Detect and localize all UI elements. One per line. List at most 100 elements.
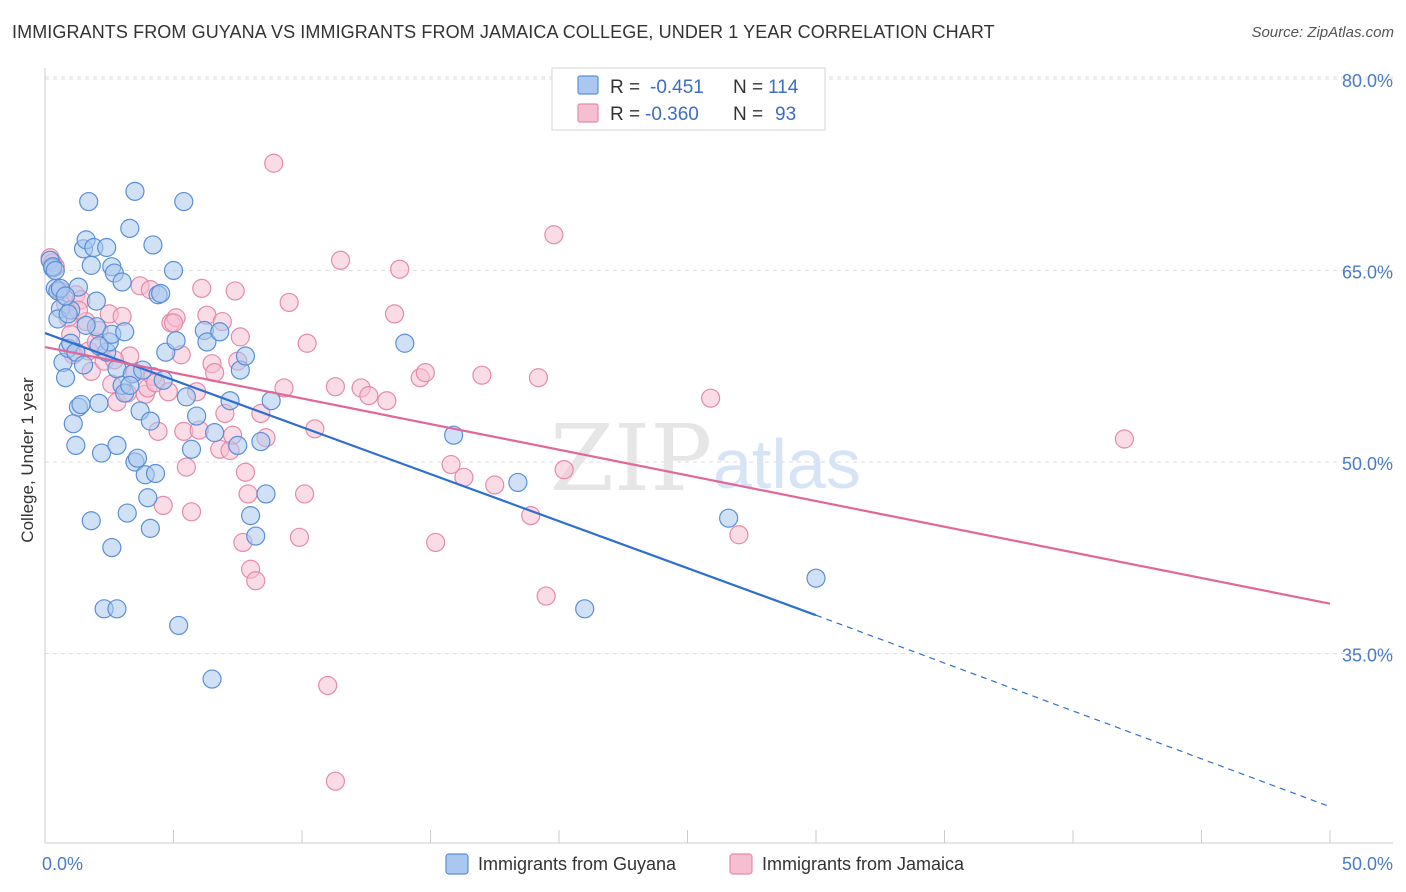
jamaica-point-47 xyxy=(225,281,245,301)
guyana-point-35 xyxy=(107,599,127,619)
y-tick-labels: 35.0% 50.0% 65.0% 80.0% xyxy=(1342,71,1393,666)
jamaica-point-64 xyxy=(318,675,338,696)
legend-n-value-jamaica: 93 xyxy=(775,104,796,125)
jamaica-point-82 xyxy=(544,225,564,245)
guyana-point-52 xyxy=(140,411,160,431)
guyana-point-37 xyxy=(112,272,132,292)
jamaica-point-83 xyxy=(554,460,574,480)
watermark-atlas: atlas xyxy=(713,425,861,503)
guyana-point-23 xyxy=(89,393,109,413)
bottom-legend-swatch-jamaica xyxy=(729,853,753,875)
jamaica-point-86 xyxy=(1114,429,1135,449)
guyana-point-29 xyxy=(97,237,117,258)
guyana-point-84 xyxy=(719,508,739,528)
guyana-point-7 xyxy=(55,368,76,388)
guyana-point-54 xyxy=(145,463,166,484)
guyana-point-46 xyxy=(127,448,148,468)
axes xyxy=(44,68,1393,844)
jamaica-point-29 xyxy=(153,495,173,516)
jamaica-point-57 xyxy=(264,153,284,173)
guyana-trend-line xyxy=(44,332,817,617)
guyana-point-41 xyxy=(117,503,137,523)
jamaica-point-39 xyxy=(192,278,212,298)
guyana-point-88 xyxy=(58,304,78,324)
guyana-point-14 xyxy=(71,394,91,415)
legend-r-label-jamaica: R = xyxy=(610,104,640,125)
y-tick-label-3: 80.0% xyxy=(1342,71,1393,91)
jamaica-point-52 xyxy=(238,484,258,504)
x-tick-label-1: 50.0% xyxy=(1342,854,1393,874)
x-tick-labels: 0.0% 50.0% xyxy=(42,854,1393,874)
series-legend: Immigrants from Guyana Immigrants from J… xyxy=(445,853,965,875)
jamaica-point-69 xyxy=(377,391,397,411)
jamaica-point-58 xyxy=(274,378,294,398)
jamaica-point-62 xyxy=(297,333,317,353)
jamaica-point-91 xyxy=(163,313,184,333)
chart-source: Source: ZipAtlas.com xyxy=(1251,24,1394,41)
legend-n-value-guyana: 114 xyxy=(768,77,799,98)
jamaica-point-68 xyxy=(359,386,379,406)
guyana-point-95 xyxy=(76,315,96,335)
jamaica-trend-line xyxy=(44,346,1331,605)
guyana-point-53 xyxy=(143,235,163,255)
guyana-point-43 xyxy=(125,181,145,201)
jamaica-point-80 xyxy=(528,368,549,388)
legend-r-label-guyana: R = xyxy=(610,77,640,98)
guyana-point-80 xyxy=(395,333,415,353)
guyana-point-77 xyxy=(251,431,271,452)
jamaica-point-54 xyxy=(246,571,266,591)
x-tick-label-0: 0.0% xyxy=(42,854,83,874)
jamaica-point-70 xyxy=(384,304,405,324)
bottom-legend-swatch-guyana xyxy=(445,853,469,875)
stats-legend: R = -0.451 N = 114 R = -0.360 N = 93 xyxy=(551,67,826,131)
jamaica-point-59 xyxy=(279,292,299,313)
jamaica-point-61 xyxy=(294,484,315,504)
guyana-point-91 xyxy=(120,375,140,395)
trend-lines xyxy=(44,332,1331,808)
guyana-point-33 xyxy=(102,537,122,558)
jamaica-point-75 xyxy=(441,454,461,475)
y-tick-label-2: 65.0% xyxy=(1342,262,1393,282)
guyana-point-85 xyxy=(806,568,826,588)
jamaica-point-49 xyxy=(230,327,250,347)
jamaica-point-66 xyxy=(330,250,351,270)
chart-title: IMMIGRANTS FROM GUYANA VS IMMIGRANTS FRO… xyxy=(12,22,995,42)
jamaica-point-84 xyxy=(701,388,721,408)
jamaica-point-51 xyxy=(235,462,256,482)
guyana-point-93 xyxy=(73,355,94,375)
jamaica-point-77 xyxy=(472,365,492,385)
guyana-point-68 xyxy=(202,669,222,689)
guyana-point-36 xyxy=(107,435,127,456)
guyana-point-59 xyxy=(163,260,184,281)
guyana-point-78 xyxy=(256,484,276,504)
guyana-point-76 xyxy=(246,526,266,546)
guyana-trend-extension xyxy=(815,614,1331,808)
guyana-point-62 xyxy=(174,191,194,212)
jamaica-point-81 xyxy=(536,586,556,606)
guyana-point-83 xyxy=(575,599,595,619)
guyana-point-63 xyxy=(176,387,196,407)
y-tick-label-1: 50.0% xyxy=(1342,454,1393,474)
guyana-point-75 xyxy=(241,506,261,526)
guyana-point-38 xyxy=(115,322,135,342)
guyana-point-25 xyxy=(81,511,101,531)
jamaica-point-73 xyxy=(415,363,435,383)
watermark-zip: ZIP xyxy=(550,405,712,512)
guyana-point-74 xyxy=(235,346,256,366)
guyana-point-56 xyxy=(151,283,171,304)
jamaica-point-79 xyxy=(521,506,541,526)
guyana-point-50 xyxy=(138,488,158,508)
jamaica-point-85 xyxy=(729,525,749,545)
jamaica-point-60 xyxy=(289,527,310,547)
guyana-point-72 xyxy=(228,435,248,456)
jamaica-point-55 xyxy=(251,403,271,424)
guyana-point-21 xyxy=(86,291,107,311)
jamaica-point-35 xyxy=(176,457,196,477)
jamaica-point-71 xyxy=(390,259,410,279)
guyana-point-70 xyxy=(210,322,230,342)
jamaica-point-87 xyxy=(325,771,346,791)
jamaica-point-36 xyxy=(181,502,202,522)
guyana-point-60 xyxy=(166,331,186,351)
guyana-point-65 xyxy=(187,406,207,426)
